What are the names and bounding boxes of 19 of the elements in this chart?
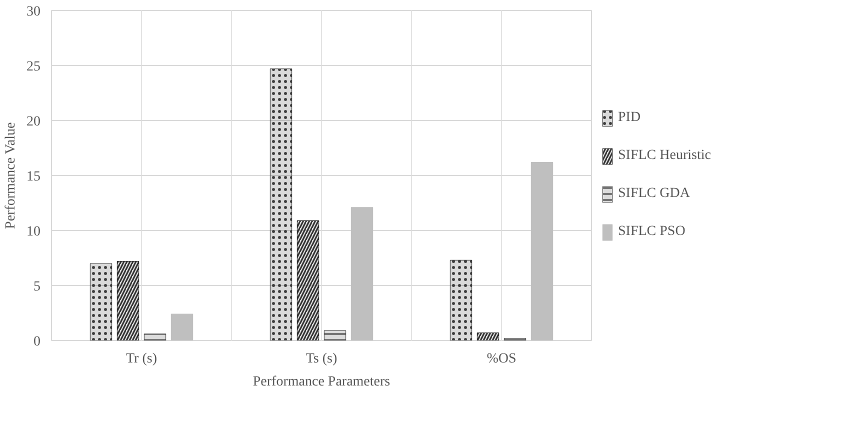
- y-tick-label: 15: [26, 170, 40, 184]
- y-tick-label: 25: [26, 60, 40, 74]
- legend-label: SIFLC GDA: [618, 186, 690, 202]
- x-tick-label: %OS: [486, 352, 516, 366]
- legend-label: SIFLC PSO: [618, 224, 686, 240]
- x-tick-label: Ts (s): [306, 352, 338, 366]
- x-tick-label: Tr (s): [126, 352, 158, 366]
- bar: [530, 162, 554, 340]
- y-tick-label: 5: [34, 280, 40, 294]
- y-tick-label: 0: [34, 334, 40, 350]
- bar: [170, 314, 194, 340]
- y-axis-title: Performance Value: [4, 122, 18, 229]
- y-tick-label: 30: [26, 4, 40, 20]
- bar: [350, 207, 374, 340]
- legend-label: SIFLC Heuristic: [618, 148, 711, 164]
- y-tick-label: 10: [26, 224, 40, 240]
- x-axis-title: Performance Parameters: [252, 374, 390, 390]
- legend-label: PID: [618, 110, 641, 126]
- y-tick-label: 20: [26, 114, 40, 130]
